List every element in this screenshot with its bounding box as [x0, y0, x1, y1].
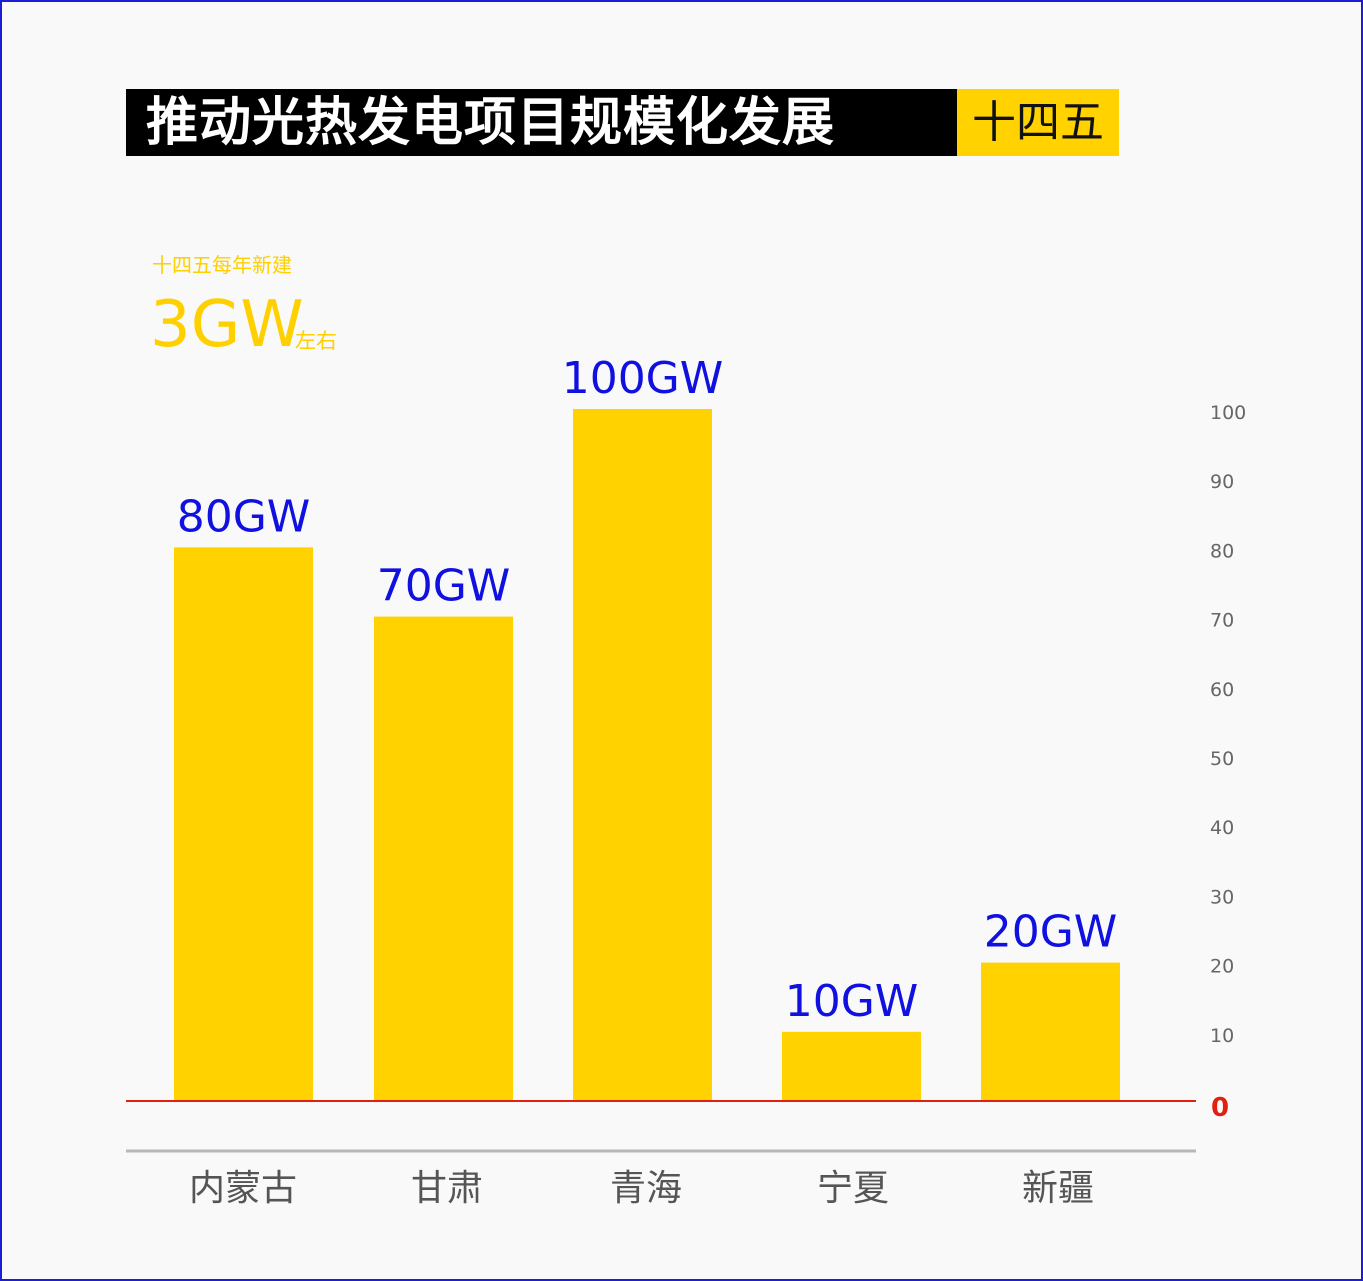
highlight-suffix: 左右: [295, 329, 337, 353]
y-tick-label: 10: [1210, 1025, 1234, 1047]
x-tick-label: 内蒙古: [189, 1168, 297, 1209]
y-tick-label: 100: [1210, 402, 1246, 424]
x-tick-label: 宁夏: [817, 1168, 889, 1209]
y-tick-label: 90: [1210, 471, 1234, 493]
highlight-value: 3GW: [150, 288, 304, 362]
bar: [174, 547, 313, 1101]
y-tick-label: 20: [1210, 956, 1234, 978]
bar: [374, 616, 513, 1101]
bar: [782, 1031, 921, 1101]
y-tick-label: 0: [1211, 1093, 1229, 1123]
data-label: 20GW: [984, 907, 1118, 958]
x-tick-label: 青海: [610, 1168, 682, 1209]
y-tick-label: 60: [1210, 679, 1234, 701]
title-tag: 十四五: [957, 89, 1119, 156]
data-label: 70GW: [377, 561, 511, 612]
bar: [573, 409, 712, 1101]
x-tick-label: 新疆: [1022, 1168, 1094, 1209]
title-banner: 推动光热发电项目规模化发展: [126, 89, 957, 156]
y-tick-label: 50: [1210, 748, 1234, 770]
y-tick-label: 70: [1210, 610, 1234, 632]
page-title: 推动光热发电项目规模化发展: [146, 93, 836, 153]
data-label: 100GW: [562, 353, 724, 404]
bar: [981, 962, 1120, 1101]
data-label: 10GW: [785, 976, 919, 1027]
data-label: 80GW: [177, 491, 311, 542]
y-tick-label: 30: [1210, 886, 1234, 908]
title-tag-label: 十四五: [972, 97, 1104, 148]
y-tick-label: 40: [1210, 817, 1234, 839]
x-tick-label: 甘肃: [411, 1168, 483, 1209]
y-tick-label: 80: [1210, 540, 1234, 562]
highlight-caption: 十四五每年新建: [152, 253, 292, 277]
